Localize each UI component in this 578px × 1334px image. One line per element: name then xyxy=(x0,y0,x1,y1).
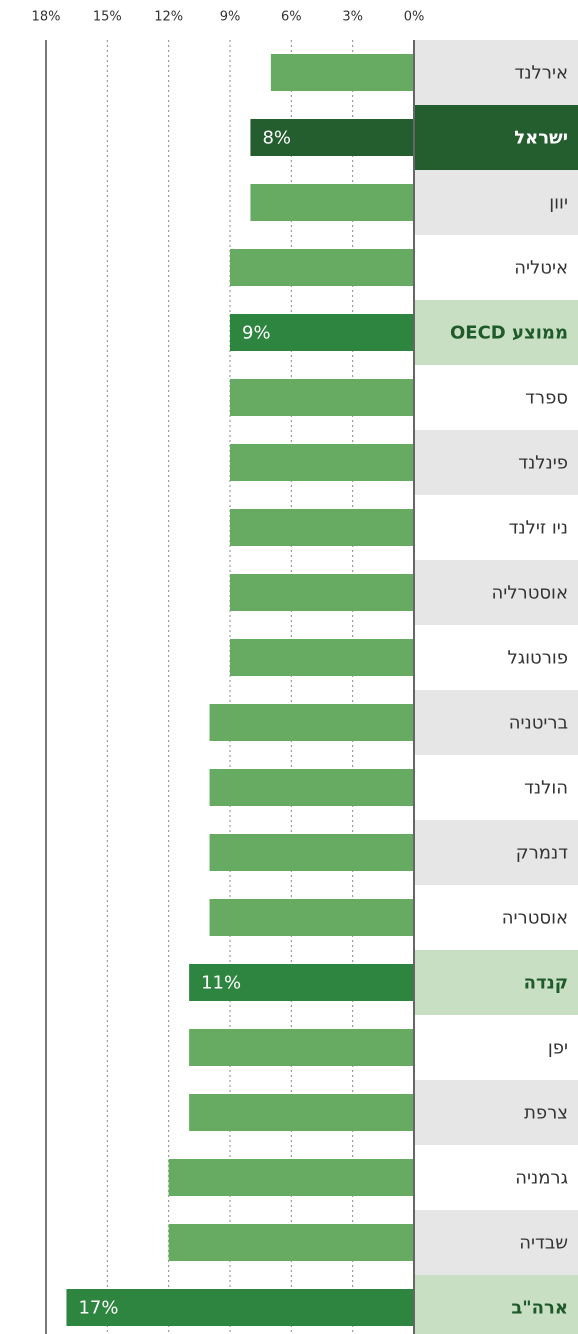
category-label: בריטניה xyxy=(509,713,568,734)
category-background xyxy=(414,1080,578,1145)
category-background xyxy=(414,885,578,950)
category-background xyxy=(414,950,578,1015)
x-tick-label: 18% xyxy=(32,10,61,25)
x-tick-label: 12% xyxy=(154,10,183,25)
category-label: הולנד xyxy=(524,778,568,799)
bar xyxy=(66,1289,414,1326)
category-background xyxy=(414,755,578,820)
bar xyxy=(168,1159,414,1196)
category-background xyxy=(414,40,578,105)
value-label: 17% xyxy=(78,1298,118,1319)
bar xyxy=(189,964,414,1001)
bar xyxy=(230,379,414,416)
bar xyxy=(230,249,414,286)
category-label: ספרד xyxy=(525,388,568,409)
x-tick-label: 15% xyxy=(93,10,122,25)
bar xyxy=(168,1224,414,1261)
category-background xyxy=(414,170,578,235)
category-background xyxy=(414,495,578,560)
category-background xyxy=(414,625,578,690)
category-label: ארה"ב xyxy=(511,1298,568,1319)
bar xyxy=(230,574,414,611)
category-label: אוסטריה xyxy=(502,908,568,929)
x-tick-label: 3% xyxy=(342,10,363,25)
x-tick-label: 9% xyxy=(220,10,241,25)
bar xyxy=(230,444,414,481)
bar xyxy=(270,54,414,91)
bar xyxy=(209,834,414,871)
category-label: פורטוגל xyxy=(507,648,568,669)
bar xyxy=(250,184,414,221)
category-label: אירלנד xyxy=(515,63,568,84)
category-label: אוסטרליה xyxy=(492,583,568,604)
bar xyxy=(189,1029,414,1066)
bar xyxy=(250,119,414,156)
category-background xyxy=(414,1210,578,1275)
category-label: ניו זילנד xyxy=(509,518,568,539)
category-background xyxy=(414,560,578,625)
category-background xyxy=(414,235,578,300)
category-background xyxy=(414,430,578,495)
bar xyxy=(230,509,414,546)
category-background xyxy=(414,105,578,170)
category-label: ממוצע OECD xyxy=(450,323,568,344)
category-label: יוון xyxy=(549,193,568,214)
bar xyxy=(209,769,414,806)
category-label: שבדיה xyxy=(519,1233,568,1254)
category-background xyxy=(414,1015,578,1080)
category-background xyxy=(414,1275,578,1334)
bar xyxy=(209,704,414,741)
category-label: צרפת xyxy=(524,1103,568,1124)
value-label: 8% xyxy=(262,128,291,149)
category-background xyxy=(414,300,578,365)
category-label: גרמניה xyxy=(515,1168,568,1189)
category-label: פינלנד xyxy=(518,453,568,474)
value-label: 9% xyxy=(242,323,271,344)
category-label: דנמרק xyxy=(516,843,568,864)
category-background xyxy=(414,820,578,885)
bar xyxy=(230,314,414,351)
category-label: קנדה xyxy=(524,973,568,994)
bar xyxy=(209,899,414,936)
value-label: 11% xyxy=(201,973,241,994)
bar xyxy=(230,639,414,676)
x-tick-label: 6% xyxy=(281,10,302,25)
x-tick-label: 0% xyxy=(404,10,425,25)
bar xyxy=(189,1094,414,1131)
category-background xyxy=(414,690,578,755)
category-label: איטליה xyxy=(514,258,568,279)
category-label: יפן xyxy=(548,1038,568,1059)
category-label: ישראל xyxy=(514,128,568,149)
category-background xyxy=(414,365,578,430)
category-background xyxy=(414,1145,578,1210)
